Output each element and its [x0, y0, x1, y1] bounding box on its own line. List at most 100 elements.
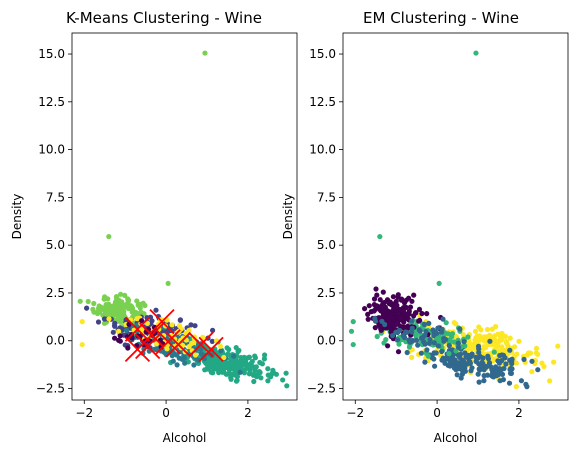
data-point [432, 364, 437, 369]
y-tick-label: 5.0 [46, 238, 65, 252]
data-point [461, 339, 466, 344]
data-point [84, 306, 89, 311]
data-point [463, 369, 468, 374]
data-point [476, 324, 481, 329]
data-point [91, 310, 96, 315]
data-point [393, 330, 398, 335]
data-point [490, 327, 495, 332]
data-point [226, 347, 231, 352]
data-point [96, 306, 101, 311]
data-point [284, 371, 289, 376]
data-point [280, 377, 285, 382]
data-point [503, 361, 508, 366]
data-point [188, 322, 193, 327]
data-point [262, 356, 267, 361]
data-point [396, 342, 401, 347]
data-point [539, 361, 544, 366]
data-point [424, 311, 429, 316]
y-tick-label: 2.5 [46, 286, 65, 300]
data-point [153, 308, 158, 313]
data-point [231, 366, 236, 371]
x-axis-label: Alcohol [163, 431, 207, 445]
data-point [117, 315, 122, 320]
data-point [406, 296, 411, 301]
data-point [91, 301, 96, 306]
x-tick-label: 0 [162, 406, 170, 420]
data-point [80, 319, 85, 324]
data-point [182, 361, 187, 366]
data-point [186, 328, 191, 333]
data-point [373, 286, 378, 291]
data-point [112, 324, 117, 329]
data-point [284, 383, 289, 388]
data-point [106, 234, 111, 239]
data-point [189, 341, 194, 346]
data-point [407, 339, 412, 344]
data-point [105, 296, 110, 301]
y-tick-label: 0.0 [317, 334, 336, 348]
data-point [497, 333, 502, 338]
data-point [381, 290, 386, 295]
data-point [367, 303, 372, 308]
data-point [509, 357, 514, 362]
data-point [508, 371, 513, 376]
data-point [193, 352, 198, 357]
plot-area [349, 50, 561, 389]
data-point [516, 339, 521, 344]
y-tick-label: 15.0 [309, 47, 336, 61]
y-axis: −2.50.02.55.07.510.012.515.0 [36, 47, 72, 396]
data-point [426, 321, 431, 326]
x-tick-label: −2 [75, 406, 93, 420]
data-point [391, 294, 396, 299]
y-tick-label: −2.5 [307, 382, 336, 396]
data-point [177, 323, 182, 328]
data-point [377, 307, 382, 312]
data-point [469, 346, 474, 351]
data-point [535, 352, 540, 357]
data-point [106, 310, 111, 315]
data-point [118, 333, 123, 338]
data-point [102, 316, 107, 321]
data-point [409, 355, 414, 360]
data-point [385, 343, 390, 348]
data-point [505, 342, 510, 347]
data-point [106, 316, 111, 321]
data-point [396, 295, 401, 300]
data-point [218, 344, 223, 349]
data-point [401, 333, 406, 338]
data-point [230, 372, 235, 377]
data-point [211, 365, 216, 370]
data-point [494, 373, 499, 378]
data-point [78, 299, 83, 304]
y-tick-label: 5.0 [317, 238, 336, 252]
data-point [547, 378, 552, 383]
data-point [234, 345, 239, 350]
x-axis-label: Alcohol [434, 431, 478, 445]
data-point [396, 349, 401, 354]
data-point [234, 379, 239, 384]
y-tick-label: 0.0 [46, 334, 65, 348]
data-point [229, 377, 234, 382]
data-point [432, 340, 437, 345]
data-point [419, 311, 424, 316]
y-tick-label: 7.5 [317, 190, 336, 204]
data-point [373, 319, 378, 324]
data-point [128, 304, 133, 309]
data-point [465, 361, 470, 366]
data-point [431, 333, 436, 338]
data-point [210, 328, 215, 333]
data-point [459, 357, 464, 362]
data-point [177, 356, 182, 361]
data-point [388, 317, 393, 322]
data-point [494, 344, 499, 349]
kmeans-panel: K-Means Clustering - Wine −2 0 2 −2.50.02.… [10, 9, 297, 445]
data-point [523, 382, 528, 387]
data-point [125, 296, 130, 301]
data-point [271, 370, 276, 375]
y-tick-label: 12.5 [38, 95, 65, 109]
data-point [529, 359, 534, 364]
data-point [116, 329, 121, 334]
data-point [521, 357, 526, 362]
data-point [111, 330, 116, 335]
data-point [377, 234, 382, 239]
